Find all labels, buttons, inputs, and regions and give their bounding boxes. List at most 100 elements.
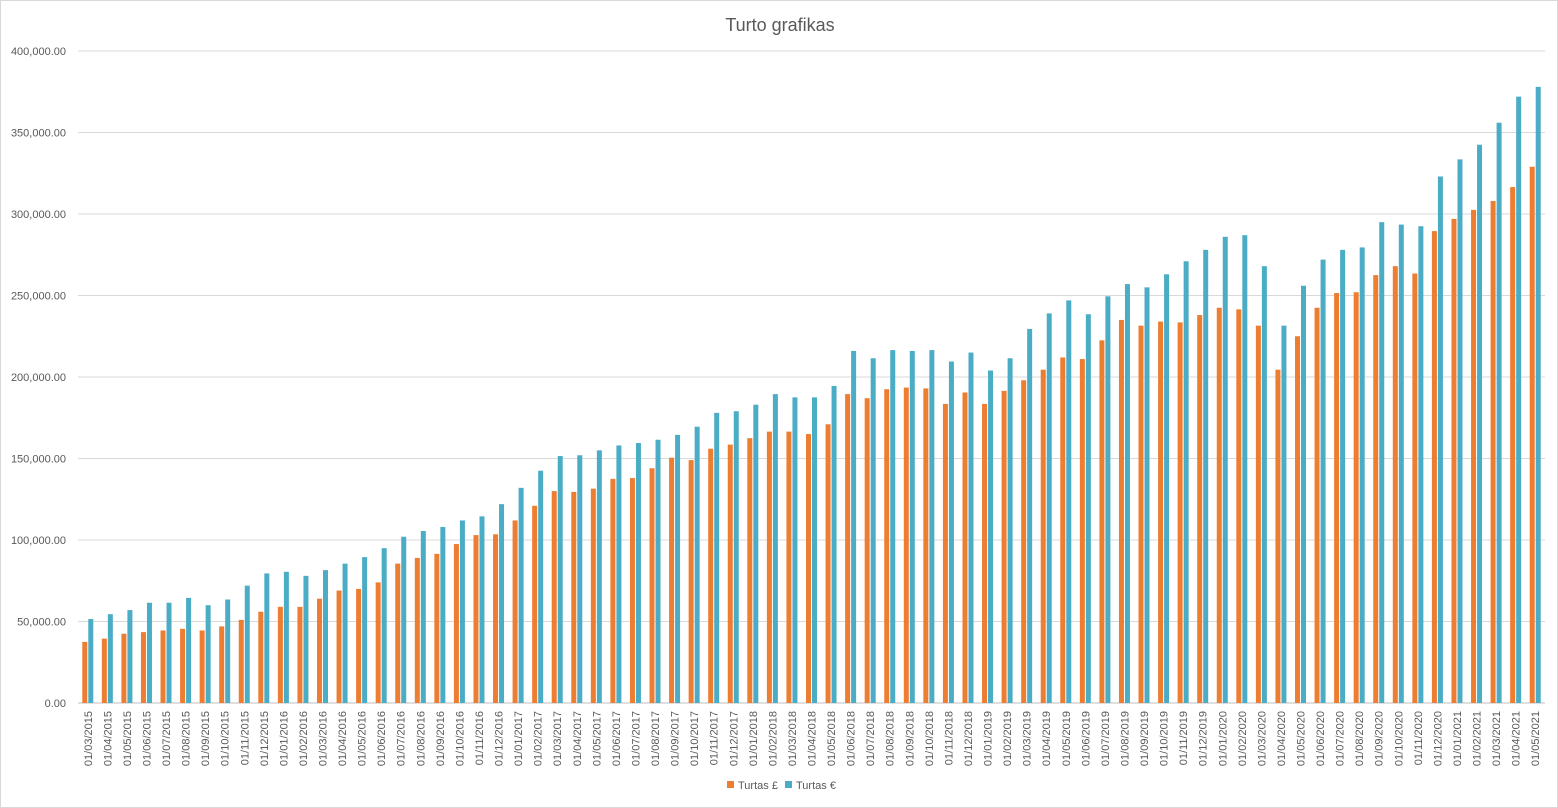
legend-swatch-eur [785,781,792,788]
x-tick-label: 01/04/2015 [102,711,114,766]
bar-gbp [1001,390,1007,703]
bar-eur [772,394,778,703]
bar-eur [1124,284,1130,703]
bar-gbp [923,388,929,703]
x-tick-label: 01/05/2015 [122,711,134,766]
x-tick-label: 01/11/2019 [1178,711,1190,765]
bar-gbp [1060,357,1066,703]
x-tick-label: 01/08/2019 [1119,711,1131,766]
bar-eur [1085,314,1091,703]
bar-gbp [903,387,909,703]
bar-gbp [317,598,322,703]
x-tick-label: 01/01/2021 [1452,711,1464,766]
x-tick-label: 01/04/2018 [807,711,819,766]
x-tick-label: 01/03/2019 [1022,711,1034,766]
bar-eur [557,456,563,703]
bar-eur [127,610,133,703]
bar-gbp [766,431,772,703]
bar-eur [401,536,407,703]
bar-gbp [610,478,616,703]
bar-gbp [786,431,792,703]
chart-title: Turto grafikas [725,15,834,35]
x-tick-label: 01/05/2017 [591,711,603,766]
bar-eur [733,411,739,703]
x-tick-label: 01/10/2016 [454,711,466,766]
bar-eur [362,557,368,703]
bar-gbp [1099,340,1105,703]
bar-eur [1340,249,1346,704]
bar-gbp [1490,200,1496,703]
bar-gbp [453,544,459,703]
y-tick-label: 50,000.00 [17,617,66,629]
x-tick-label: 01/07/2020 [1335,711,1347,766]
bar-eur [596,450,602,703]
bar-eur [851,350,857,703]
bar-eur [225,599,231,703]
bar-gbp [238,619,244,703]
bar-eur [1046,313,1052,703]
x-tick-label: 01/09/2016 [435,711,447,766]
bar-eur [1183,261,1189,703]
bar-gbp [1471,209,1477,704]
x-tick-label: 01/06/2017 [611,711,623,766]
bar-gbp [1353,292,1359,703]
x-tick-label: 01/04/2016 [337,711,349,766]
bar-gbp [629,478,635,703]
bar-eur [1105,296,1111,703]
bar-gbp [845,394,851,703]
bar-eur [146,602,152,703]
bar-eur [929,350,935,703]
x-tick-label: 01/01/2019 [983,711,995,766]
x-tick-label: 01/12/2018 [963,711,975,766]
bar-eur [381,548,387,703]
x-tick-label: 01/05/2020 [1296,711,1308,766]
x-tick-label: 01/02/2016 [298,711,310,766]
x-tick-label: 01/09/2015 [200,711,212,766]
bar-gbp [571,491,577,703]
x-tick-label: 01/04/2020 [1276,711,1288,766]
x-tick-label: 01/03/2015 [83,711,95,766]
bar-gbp [727,444,733,703]
bar-gbp [1138,325,1144,703]
bar-eur [1242,235,1248,703]
bar-eur [1144,287,1150,703]
x-tick-label: 01/07/2018 [865,711,877,766]
bar-eur [166,602,172,703]
x-tick-label: 01/08/2016 [415,711,427,766]
bar-gbp [708,448,714,703]
x-tick-label: 01/08/2020 [1354,711,1366,766]
x-tick-label: 01/08/2015 [181,711,193,766]
y-tick-label: 100,000.00 [11,535,66,547]
bar-gbp [297,606,303,703]
bar-eur [323,570,328,703]
bar-eur [635,443,641,703]
bar-eur [1457,159,1463,703]
x-tick-label: 01/12/2016 [494,711,506,766]
bar-gbp [336,590,342,703]
bar-eur [1418,226,1424,703]
x-tick-label: 01/06/2015 [141,711,153,766]
bar-eur [968,352,974,703]
bar-gbp [1373,275,1379,703]
x-tick-label: 01/10/2019 [1159,711,1171,766]
bar-eur [479,516,485,703]
x-tick-label: 01/09/2020 [1374,711,1386,766]
bar-eur [264,573,270,703]
x-tick-label: 01/09/2017 [670,711,682,766]
bar-eur [186,597,192,703]
bar-eur [283,571,289,703]
bar-gbp [1275,369,1281,703]
bar-eur [1301,285,1306,703]
x-tick-label: 01/05/2021 [1530,711,1542,766]
bar-gbp [1314,307,1320,703]
x-tick-label: 01/05/2016 [357,711,369,766]
x-tick-label: 01/01/2017 [513,711,525,766]
x-tick-label: 01/03/2021 [1491,711,1503,766]
bar-gbp [414,557,420,703]
x-tick-label: 01/01/2020 [1217,711,1229,766]
x-tick-label: 01/11/2016 [474,711,486,765]
bar-eur [1496,122,1502,704]
bar-gbp [1255,325,1261,703]
y-tick-label: 350,000.00 [11,128,66,140]
